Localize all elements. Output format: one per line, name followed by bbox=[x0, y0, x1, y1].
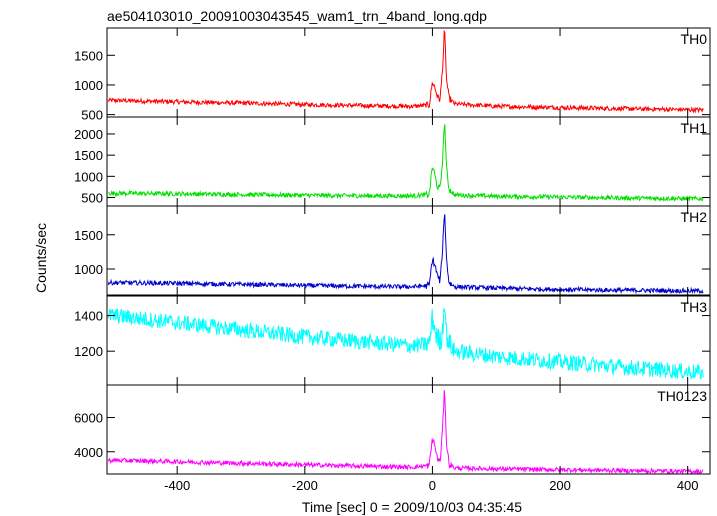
panel-th1: 500 1000 1500 2000 TH1 bbox=[74, 116, 711, 207]
x-tick-label: -200 bbox=[292, 478, 318, 493]
x-tick-label: 0 bbox=[429, 478, 436, 493]
x-tick-label: 200 bbox=[549, 478, 571, 493]
y-axis-title: Counts/sec bbox=[33, 223, 49, 293]
y-tick-label: 1500 bbox=[74, 228, 103, 243]
y-tick-label: 1500 bbox=[74, 48, 103, 63]
panel-frame bbox=[106, 116, 711, 207]
series-line-th3 bbox=[107, 307, 704, 381]
x-tick-label: -400 bbox=[164, 478, 190, 493]
y-tick-label: 1200 bbox=[74, 344, 103, 359]
x-tick-label: 400 bbox=[677, 478, 699, 493]
panel-frame bbox=[106, 295, 711, 386]
panel-th3: 1200 1400 TH3 bbox=[74, 295, 711, 386]
y-tick-label: 1000 bbox=[74, 262, 103, 277]
panel-frame bbox=[106, 205, 711, 296]
panel-frame bbox=[106, 27, 711, 118]
series-line-th1 bbox=[108, 124, 704, 203]
series-line-th2 bbox=[107, 214, 704, 295]
y-tick-label: 1000 bbox=[74, 169, 103, 184]
y-tick-label: 1000 bbox=[74, 78, 103, 93]
x-axis-title: Time [sec] 0 = 2009/10/03 04:35:45 bbox=[302, 499, 522, 515]
y-tick-label: 500 bbox=[81, 108, 103, 123]
panel-th0123: 4000 6000 TH0123 bbox=[74, 384, 711, 475]
chart-title: ae504103010_20091003043545_wam1_trn_4ban… bbox=[107, 8, 487, 24]
y-tick-label: 500 bbox=[81, 191, 103, 206]
y-tick-label: 6000 bbox=[74, 411, 103, 426]
panel-label-th0: TH0 bbox=[681, 31, 708, 47]
y-tick-label: 2000 bbox=[74, 127, 103, 142]
panel-label-th0123: TH0123 bbox=[657, 388, 707, 404]
panel-label-th3: TH3 bbox=[681, 299, 708, 315]
panel-th0: 500 1000 1500 TH0 bbox=[74, 27, 711, 123]
panel-th2: 1000 1500 TH2 bbox=[74, 205, 711, 296]
y-tick-label: 4000 bbox=[74, 445, 103, 460]
y-tick-label: 1500 bbox=[74, 148, 103, 163]
y-tick-label: 1400 bbox=[74, 309, 103, 324]
panel-label-th1: TH1 bbox=[681, 120, 708, 136]
panel-frame bbox=[106, 384, 711, 475]
series-line-th0 bbox=[107, 29, 704, 114]
panel-label-th2: TH2 bbox=[681, 209, 708, 225]
series-line-th0123 bbox=[107, 390, 704, 474]
